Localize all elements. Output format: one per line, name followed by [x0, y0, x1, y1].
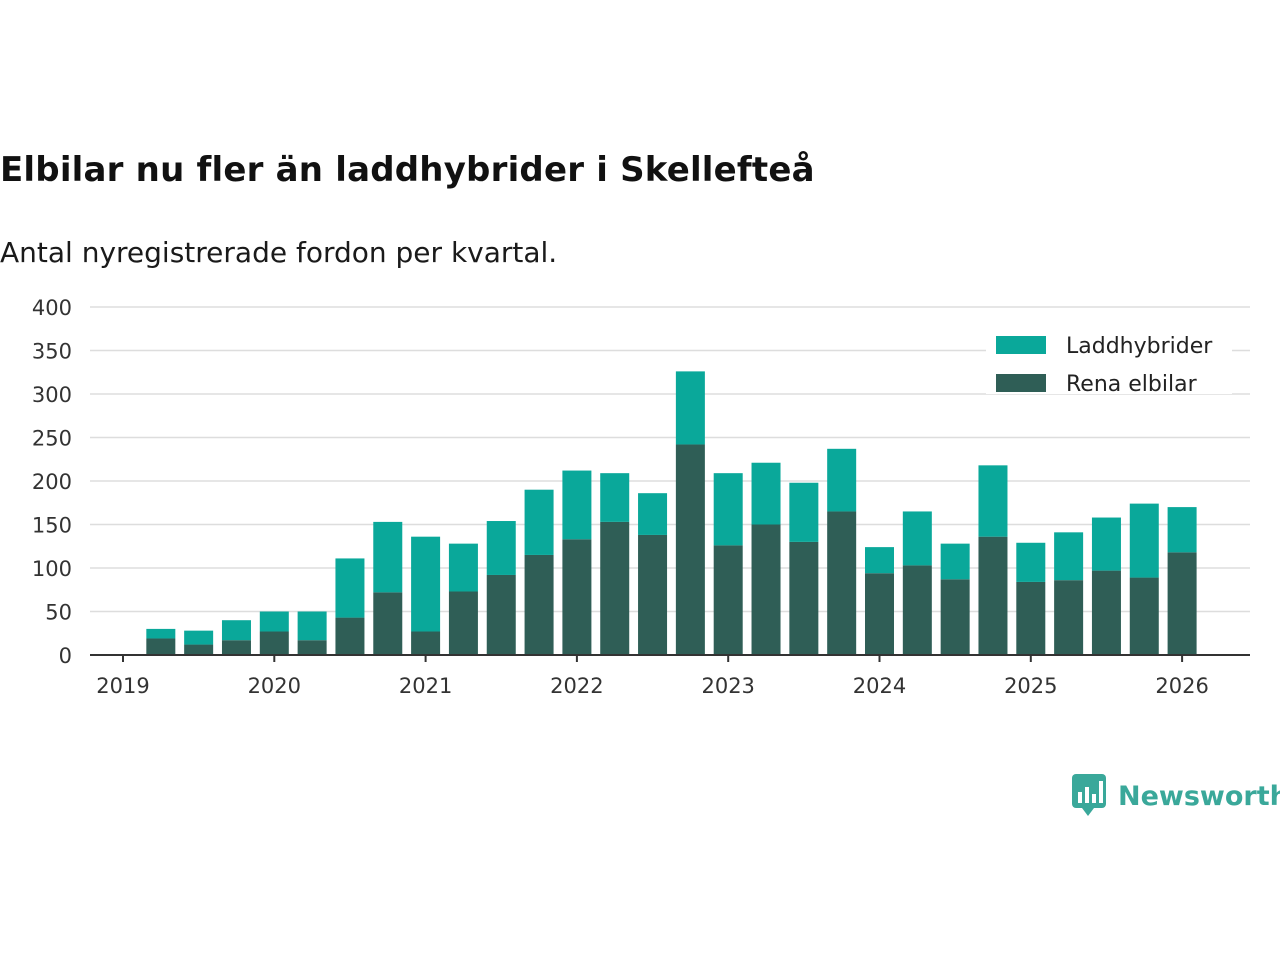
bar-laddhybrider [638, 493, 668, 535]
bar-rena-elbilar [524, 554, 554, 655]
bar-rena-elbilar [221, 640, 251, 655]
bar-rena-elbilar [146, 638, 176, 655]
y-tick-label: 300 [32, 383, 72, 407]
y-tick-label: 250 [32, 427, 72, 451]
y-tick-label: 100 [32, 557, 72, 581]
bar-laddhybrider [827, 448, 857, 512]
y-tick-label: 150 [32, 514, 72, 538]
x-tick-label: 2020 [248, 674, 301, 698]
bar-rena-elbilar [675, 444, 705, 655]
bar-laddhybrider [865, 547, 894, 574]
bar-rena-elbilar [562, 539, 592, 655]
bar-laddhybrider [751, 462, 781, 525]
bar-laddhybrider [259, 611, 289, 632]
legend-label: Laddhybrider [1066, 334, 1213, 359]
bar-rena-elbilar [600, 521, 630, 655]
bar-laddhybrider [448, 543, 478, 592]
bars [146, 371, 1197, 655]
chart-subtitle: Antal nyregistrerade fordon per kvartal. [0, 236, 558, 269]
bar-laddhybrider [1054, 532, 1084, 581]
bar-laddhybrider [146, 628, 176, 639]
bar-laddhybrider [902, 511, 932, 566]
bar-laddhybrider [1016, 542, 1046, 582]
bar-rena-elbilar [940, 579, 970, 655]
legend-label: Rena elbilar [1066, 372, 1198, 397]
bar-laddhybrider [297, 611, 327, 641]
bar-rena-elbilar [1016, 581, 1046, 655]
bar-laddhybrider [1091, 517, 1121, 571]
bar-rena-elbilar [297, 640, 327, 655]
bar-rena-elbilar [1167, 552, 1197, 655]
bar-laddhybrider [978, 465, 1008, 537]
x-tick-label: 2024 [853, 674, 906, 698]
y-tick-label: 50 [45, 601, 72, 625]
y-axis-ticks: 0 50 100 150 200 250 300 350 400 [32, 296, 72, 668]
bar-laddhybrider [789, 482, 819, 542]
bar-rena-elbilar [335, 617, 365, 655]
y-tick-label: 200 [32, 470, 72, 494]
bar-laddhybrider [940, 543, 970, 580]
bar-laddhybrider [713, 473, 743, 546]
legend: Laddhybrider Rena elbilar [986, 324, 1232, 397]
bar-rena-elbilar [486, 574, 516, 655]
brand-name: Newsworthy [1118, 780, 1280, 812]
x-tick-label: 2023 [701, 674, 754, 698]
bar-laddhybrider [373, 521, 403, 593]
bar-rena-elbilar [751, 524, 781, 655]
bar-laddhybrider [524, 489, 554, 555]
x-tick-label: 2022 [550, 674, 603, 698]
bar-rena-elbilar [1054, 580, 1084, 655]
bar-laddhybrider [335, 558, 365, 618]
bar-laddhybrider [675, 371, 705, 445]
stacked-bar-chart: 0 50 100 150 200 250 300 350 400 2019 2020 2021 202… [32, 296, 1250, 698]
bar-laddhybrider [221, 620, 251, 641]
bar-rena-elbilar [902, 565, 932, 655]
y-tick-label: 400 [32, 296, 72, 320]
y-tick-label: 350 [32, 340, 72, 364]
bar-rena-elbilar [373, 592, 403, 655]
bar-rena-elbilar [827, 511, 857, 655]
bar-laddhybrider [184, 630, 214, 645]
bar-rena-elbilar [411, 631, 441, 655]
bar-laddhybrider [600, 473, 630, 522]
bar-laddhybrider [1129, 503, 1159, 578]
newsworthy-logo: Newsworthy [1072, 774, 1280, 818]
x-tick-label: 2021 [399, 674, 452, 698]
x-tick-label: 2025 [1004, 674, 1057, 698]
bar-laddhybrider [411, 536, 441, 632]
x-tick-label: 2019 [96, 674, 149, 698]
newsworthy-logo-icon [1072, 774, 1106, 816]
bar-rena-elbilar [448, 591, 478, 655]
y-tick-label: 0 [59, 644, 72, 668]
bar-rena-elbilar [713, 545, 743, 655]
bar-rena-elbilar [1091, 570, 1121, 655]
chart-title: Elbilar nu fler än laddhybrider i Skelle… [0, 150, 815, 190]
legend-swatch [996, 374, 1046, 392]
bar-rena-elbilar [259, 631, 289, 655]
bar-laddhybrider [486, 521, 516, 575]
bar-rena-elbilar [978, 536, 1008, 655]
bar-laddhybrider [562, 470, 592, 540]
bar-rena-elbilar [638, 534, 668, 655]
bar-rena-elbilar [865, 573, 894, 655]
bar-rena-elbilar [184, 644, 214, 655]
x-axis: 2019 2020 2021 2022 2023 2024 2025 2026 [90, 654, 1250, 698]
bar-rena-elbilar [789, 541, 819, 655]
x-tick-label: 2026 [1155, 674, 1208, 698]
bar-rena-elbilar [1129, 577, 1159, 655]
bar-laddhybrider [1167, 507, 1197, 553]
legend-swatch [996, 336, 1046, 354]
